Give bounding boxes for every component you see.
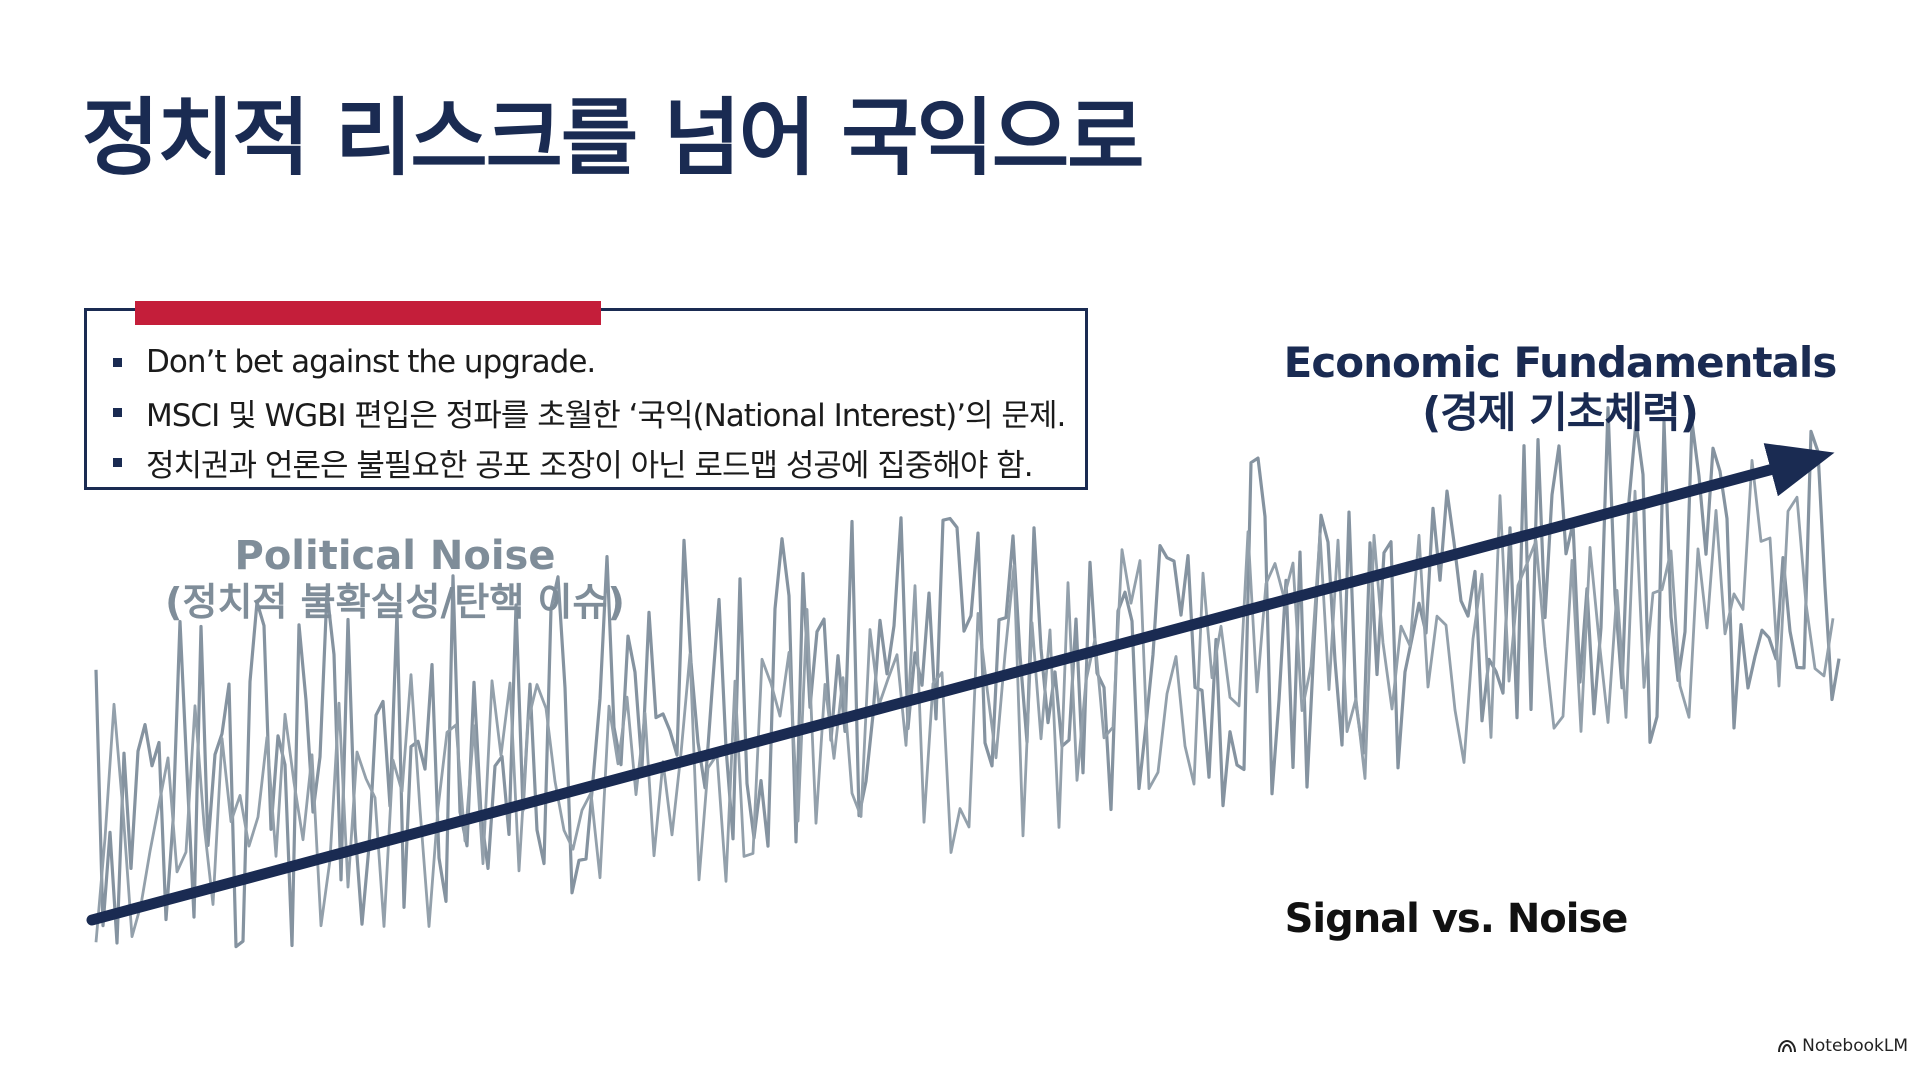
- noise-line-2: [94, 458, 1835, 943]
- political-noise-title: Political Noise: [234, 533, 556, 579]
- key-points-list: Don’t bet against the upgrade. MSCI 및 WG…: [87, 311, 1085, 487]
- brand-name: NotebookLM: [1802, 1036, 1908, 1056]
- page-title: 정치적 리스크를 넘어 국익으로: [82, 89, 1144, 187]
- notebooklm-watermark: NotebookLM: [1778, 1036, 1908, 1056]
- bullet-square-icon: [113, 457, 122, 467]
- key-points-callout: Don’t bet against the upgrade. MSCI 및 WG…: [84, 301, 1088, 490]
- callout-accent-bar: [135, 301, 601, 325]
- economic-fundamentals-label: Economic Fundamentals (경제 기초체력): [1280, 338, 1840, 439]
- noise-line-1: [94, 406, 1841, 949]
- noise-lines: [94, 406, 1841, 949]
- key-point-text: MSCI 및 WGBI 편입은 정파를 초월한 ‘국익(National Int…: [146, 397, 1066, 434]
- signal-vs-noise-label: Signal vs. Noise: [1284, 896, 1629, 942]
- key-point-item: MSCI 및 WGBI 편입은 정파를 초월한 ‘국익(National Int…: [113, 387, 1085, 437]
- bullet-square-icon: [113, 407, 122, 417]
- political-noise-subtitle: (정치적 불확실성/탄핵 이슈): [165, 580, 625, 624]
- political-noise-label: Political Noise (정치적 불확실성/탄핵 이슈): [160, 532, 630, 626]
- notebooklm-logo-icon: [1778, 1039, 1797, 1053]
- economic-fundamentals-title: Economic Fundamentals: [1283, 338, 1838, 387]
- fundamentals-trend-arrow: [86, 443, 1835, 926]
- key-point-text: 정치권과 언론은 불필요한 공포 조장이 아닌 로드맵 성공에 집중해야 함.: [146, 447, 1034, 484]
- economic-fundamentals-subtitle: (경제 기초체력): [1422, 388, 1699, 438]
- key-point-text: Don’t bet against the upgrade.: [146, 344, 596, 380]
- key-point-item: Don’t bet against the upgrade.: [113, 337, 1085, 387]
- key-point-item: 정치권과 언론은 불필요한 공포 조장이 아닌 로드맵 성공에 집중해야 함.: [113, 437, 1085, 487]
- bullet-square-icon: [113, 357, 122, 367]
